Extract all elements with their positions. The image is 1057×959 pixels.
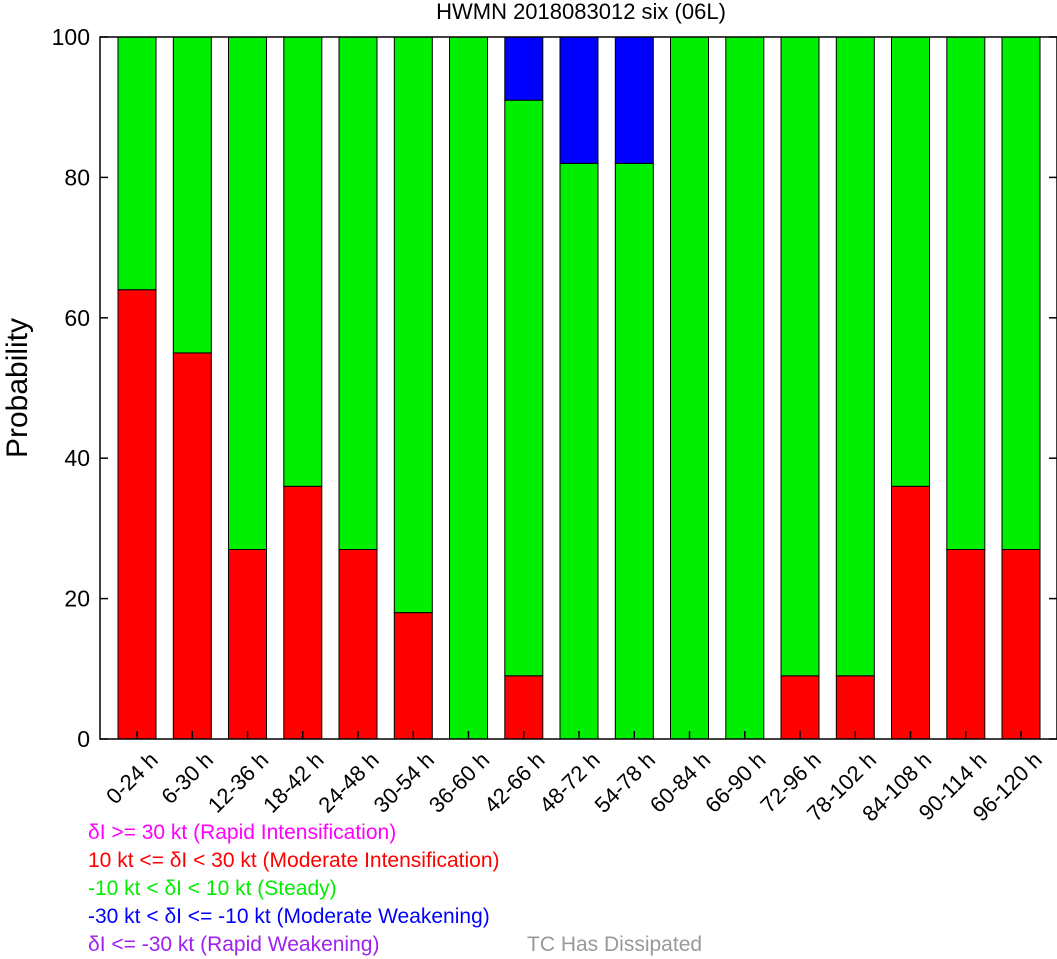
bar-segment-st-1 [172,36,212,354]
y-tick-label-40: 40 [64,445,90,471]
bar-segment-st-16 [1001,36,1041,550]
bar-segment-st-6 [449,36,488,740]
bars-group [117,36,1041,740]
bar-segment-st-8 [559,162,599,740]
x-tick-label-2: 12-36 h [203,747,273,817]
bar-segment-st-14 [891,36,930,487]
bar-segment-mi-16 [1001,549,1041,740]
bar-segment-mw-7 [504,36,544,101]
y-tick-label-60: 60 [64,305,90,331]
x-tick-label-3: 18-42 h [258,747,328,817]
legend-entry-moderate-weakening: -30 kt < δI <= -10 kt (Moderate Weakenin… [88,905,490,928]
x-tick-label-8: 48-72 h [534,747,604,817]
x-tick-label-5: 30-54 h [369,747,439,817]
bar-segment-mi-7 [504,675,544,740]
bar-segment-mi-2 [228,549,267,740]
bar-segment-mi-13 [835,675,875,740]
bar-segment-st-3 [283,36,323,487]
y-tick-label-80: 80 [64,164,90,190]
x-tick-label-11: 66-90 h [700,747,770,817]
x-tick-label-6: 36-60 h [424,747,494,817]
x-tick-label-10: 60-84 h [645,747,715,817]
y-tick-label-100: 100 [52,24,90,50]
bar-segment-mi-15 [946,549,986,740]
bar-segment-mw-8 [559,36,599,164]
legend-entry-steady: -10 kt < δI < 10 kt (Steady) [88,877,337,900]
bar-segment-st-4 [338,36,378,550]
bar-segment-mi-0 [117,289,157,740]
y-axis-ticks: 0 20 40 60 80 100 [52,24,1057,752]
legend-entry-moderate-intensification: 10 kt <= δI < 30 kt (Moderate Intensific… [88,849,500,872]
bar-segment-st-11 [725,36,765,740]
legend-entry-rapid-intensification: δI >= 30 kt (Rapid Intensification) [88,821,397,844]
bar-segment-st-7 [504,99,544,677]
bar-segment-mi-3 [283,485,323,740]
bar-segment-mi-4 [338,549,378,740]
bar-segment-st-0 [117,36,157,291]
bar-segment-mw-9 [614,36,654,164]
bar-segment-st-12 [780,36,820,677]
legend-entry-tc-dissipated: TC Has Dissipated [527,933,703,956]
bar-segment-st-13 [835,36,875,677]
y-tick-label-20: 20 [64,586,90,612]
bar-segment-mi-14 [891,485,930,740]
bar-segment-st-2 [228,36,267,550]
bar-segment-mi-12 [780,675,820,740]
bar-segment-st-15 [946,36,986,550]
y-axis-label: Probability [1,318,34,458]
x-tick-label-4: 24-48 h [313,747,383,817]
bar-segment-mi-5 [393,612,433,740]
x-axis-ticks: 0-24 h6-30 h12-36 h18-42 h24-48 h30-54 h… [101,731,1047,826]
x-tick-label-0: 0-24 h [101,747,163,809]
x-tick-label-9: 54-78 h [590,747,660,817]
bar-segment-mi-1 [172,352,212,740]
legend-entry-rapid-weakening: δI <= -30 kt (Rapid Weakening) [88,933,380,956]
chart-title: HWMN 2018083012 six (06L) [436,0,726,24]
bar-segment-st-10 [670,36,709,740]
y-tick-label-0: 0 [77,726,90,752]
bar-segment-st-5 [393,36,433,614]
bar-segment-st-9 [614,162,654,740]
x-tick-label-7: 42-66 h [479,747,549,817]
